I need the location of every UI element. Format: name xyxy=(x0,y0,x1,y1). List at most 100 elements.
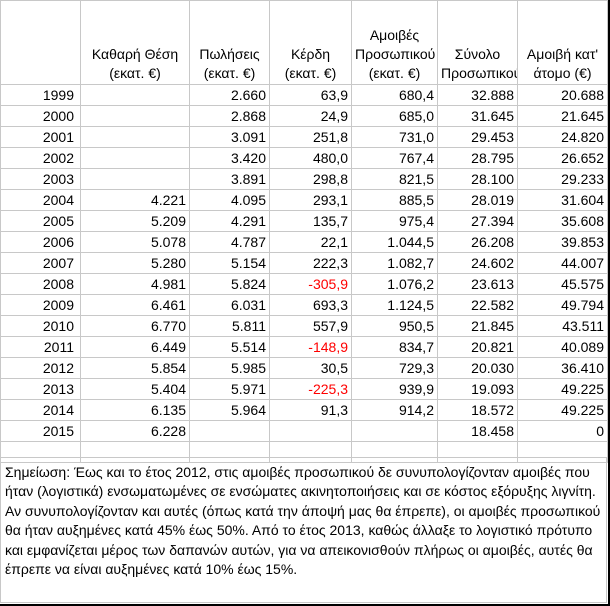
year-cell: 2014 xyxy=(0,399,81,421)
wages-cell xyxy=(351,420,438,442)
sales-cell: 2.660 xyxy=(189,84,270,106)
per-person-cell: 36.410 xyxy=(517,357,608,379)
equity-cell: 5.854 xyxy=(80,357,190,379)
sales-cell: 5.811 xyxy=(189,315,270,337)
table-row: 2015 6.228 18.458 0 xyxy=(0,420,608,442)
window-edge-bottom xyxy=(0,604,610,606)
data-table: Καθαρή Θέση (εκατ. €) Πωλήσεις (εκατ. €)… xyxy=(0,0,608,463)
profit-cell: -305,9 xyxy=(269,273,352,295)
sales-cell: 5.985 xyxy=(189,357,270,379)
table-row: 2012 5.854 5.985 30,5 729,3 20.030 36.410 xyxy=(0,357,608,379)
table-row: 2011 6.449 5.514 -148,9 834,7 20.821 40.089 xyxy=(0,336,608,358)
year-cell: 2009 xyxy=(0,294,81,316)
wages-cell: 729,3 xyxy=(351,357,438,379)
year-cell: 2007 xyxy=(0,252,81,274)
staff-cell: 18.458 xyxy=(437,420,518,442)
table-row: 2013 5.404 5.971 -225,3 939,9 19.093 49.225 xyxy=(0,378,608,400)
table-row: 2010 6.770 5.811 557,9 950,5 21.845 43.511 xyxy=(0,315,608,337)
profit-cell: 693,3 xyxy=(269,294,352,316)
per-person-cell: 44.007 xyxy=(517,252,608,274)
year-cell: 2012 xyxy=(0,357,81,379)
equity-cell: 4.981 xyxy=(80,273,190,295)
profit-cell: 251,8 xyxy=(269,126,352,148)
equity-cell: 6.770 xyxy=(80,315,190,337)
footnote-text: Σημείωση: Έως και το έτος 2012, στις αμο… xyxy=(5,464,601,578)
equity-cell: 4.221 xyxy=(80,189,190,211)
staff-cell: 27.394 xyxy=(437,210,518,232)
wages-cell: 1.044,5 xyxy=(351,231,438,253)
header-cell-wages: Αμοιβές Προσωπικού (εκατ. €) xyxy=(351,0,438,85)
header-cell-per-person: Αμοιβή κατ' άτομο (€) xyxy=(517,0,608,85)
sales-cell: 5.154 xyxy=(189,252,270,274)
equity-cell xyxy=(80,147,190,169)
equity-cell: 5.404 xyxy=(80,378,190,400)
header-cell-staff: Σύνολο Προσωπικού xyxy=(437,0,518,85)
equity-cell: 5.209 xyxy=(80,210,190,232)
year-cell: 1999 xyxy=(0,84,81,106)
per-person-cell: 49.225 xyxy=(517,399,608,421)
per-person-cell: 20.688 xyxy=(517,84,608,106)
staff-cell: 23.613 xyxy=(437,273,518,295)
profit-cell: 293,1 xyxy=(269,189,352,211)
staff-cell: 24.602 xyxy=(437,252,518,274)
equity-cell: 6.135 xyxy=(80,399,190,421)
wages-cell: 821,5 xyxy=(351,168,438,190)
equity-cell: 5.280 xyxy=(80,252,190,274)
equity-cell: 6.228 xyxy=(80,420,190,442)
profit-cell: 222,3 xyxy=(269,252,352,274)
per-person-cell: 24.820 xyxy=(517,126,608,148)
sales-cell: 3.420 xyxy=(189,147,270,169)
sales-cell: 6.031 xyxy=(189,294,270,316)
wages-cell: 939,9 xyxy=(351,378,438,400)
header-cell-year xyxy=(0,0,81,85)
footnote-box: Σημείωση: Έως και το έτος 2012, στις αμο… xyxy=(0,457,607,603)
profit-cell: 298,8 xyxy=(269,168,352,190)
sales-cell: 5.514 xyxy=(189,336,270,358)
wages-cell: 950,5 xyxy=(351,315,438,337)
year-cell: 2002 xyxy=(0,147,81,169)
header-cell-sales: Πωλήσεις (εκατ. €) xyxy=(189,0,270,85)
table-row: 1999 2.660 63,9 680,4 32.888 20.688 xyxy=(0,84,608,106)
staff-cell: 28.100 xyxy=(437,168,518,190)
profit-cell: -225,3 xyxy=(269,378,352,400)
year-cell: 2006 xyxy=(0,231,81,253)
staff-cell: 19.093 xyxy=(437,378,518,400)
profit-cell: 22,1 xyxy=(269,231,352,253)
header-cell-profit: Κέρδη (εκατ. €) xyxy=(269,0,352,85)
sales-cell: 5.964 xyxy=(189,399,270,421)
per-person-cell: 39.853 xyxy=(517,231,608,253)
per-person-cell: 35.608 xyxy=(517,210,608,232)
wages-cell: 731,0 xyxy=(351,126,438,148)
staff-cell: 29.453 xyxy=(437,126,518,148)
wages-cell: 1.076,2 xyxy=(351,273,438,295)
table-row: 2007 5.280 5.154 222,3 1.082,7 24.602 44.007 xyxy=(0,252,608,274)
sales-cell xyxy=(189,420,270,442)
wages-cell: 975,4 xyxy=(351,210,438,232)
profit-cell: 30,5 xyxy=(269,357,352,379)
staff-cell: 32.888 xyxy=(437,84,518,106)
table-row: 2009 6.461 6.031 693,3 1.124,5 22.582 49.794 xyxy=(0,294,608,316)
profit-cell: 135,7 xyxy=(269,210,352,232)
equity-cell xyxy=(80,105,190,127)
table-row: 2003 3.891 298,8 821,5 28.100 29.233 xyxy=(0,168,608,190)
staff-cell: 28.795 xyxy=(437,147,518,169)
staff-cell: 20.030 xyxy=(437,357,518,379)
year-cell: 2000 xyxy=(0,105,81,127)
wages-cell: 1.124,5 xyxy=(351,294,438,316)
equity-cell xyxy=(80,84,190,106)
table-row: 2001 3.091 251,8 731,0 29.453 24.820 xyxy=(0,126,608,148)
year-cell: 2015 xyxy=(0,420,81,442)
equity-cell xyxy=(80,168,190,190)
year-cell: 2010 xyxy=(0,315,81,337)
wages-cell: 1.082,7 xyxy=(351,252,438,274)
profit-cell: 557,9 xyxy=(269,315,352,337)
per-person-cell: 49.794 xyxy=(517,294,608,316)
sales-cell: 5.971 xyxy=(189,378,270,400)
header-cell-equity: Καθαρή Θέση (εκατ. €) xyxy=(80,0,190,85)
table-row: 2005 5.209 4.291 135,7 975,4 27.394 35.608 xyxy=(0,210,608,232)
equity-cell xyxy=(80,126,190,148)
table-row: 2002 3.420 480,0 767,4 28.795 26.652 xyxy=(0,147,608,169)
profit-cell: 91,3 xyxy=(269,399,352,421)
per-person-cell: 49.225 xyxy=(517,378,608,400)
staff-cell: 21.845 xyxy=(437,315,518,337)
